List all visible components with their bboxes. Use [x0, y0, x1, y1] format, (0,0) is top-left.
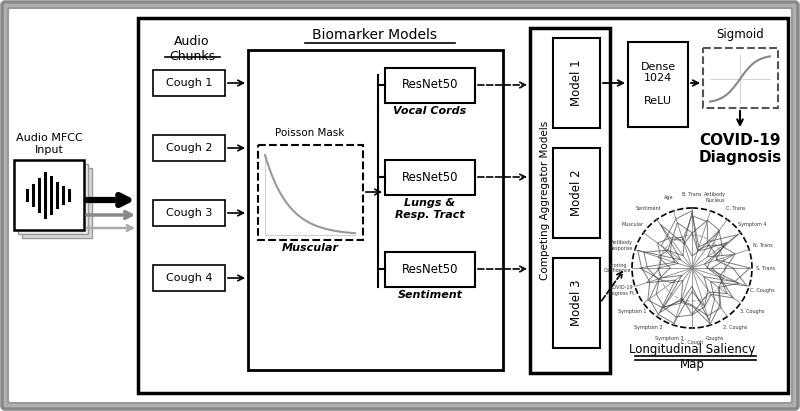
- Bar: [628, 42, 688, 127]
- Bar: [153, 70, 225, 96]
- Text: Longitudinal Saliency
Map: Longitudinal Saliency Map: [629, 343, 755, 371]
- Text: ResNet50: ResNet50: [402, 263, 458, 275]
- Text: Coughs: Coughs: [706, 336, 724, 341]
- Text: Muscular: Muscular: [621, 222, 643, 227]
- Bar: [18, 164, 88, 234]
- Text: Sentiment: Sentiment: [398, 290, 462, 300]
- Text: B. Trans: B. Trans: [682, 192, 702, 196]
- Text: C. Cough: C. Cough: [681, 339, 703, 344]
- Bar: [553, 258, 600, 348]
- Text: Competing Aggregator Models: Competing Aggregator Models: [540, 120, 550, 279]
- Text: Cough 4: Cough 4: [166, 273, 212, 283]
- Text: Poisson Mask: Poisson Mask: [275, 128, 345, 138]
- Text: Audio MFCC
Input: Audio MFCC Input: [16, 134, 82, 155]
- Bar: [385, 160, 475, 195]
- Text: Model 1: Model 1: [570, 60, 582, 106]
- Text: COVID-19
Progress Ft.: COVID-19 Progress Ft.: [607, 286, 636, 296]
- Text: Sigmoid: Sigmoid: [716, 28, 764, 41]
- Bar: [153, 135, 225, 161]
- Text: Antibody
Nucleus: Antibody Nucleus: [704, 192, 726, 203]
- Bar: [138, 18, 788, 393]
- Bar: [22, 168, 92, 238]
- Text: Model 2: Model 2: [570, 170, 582, 216]
- Bar: [153, 200, 225, 226]
- Text: 3. Coughs: 3. Coughs: [740, 309, 764, 314]
- Text: N. Trans: N. Trans: [753, 242, 772, 248]
- Bar: [703, 48, 778, 108]
- Text: Age: Age: [664, 195, 674, 200]
- Text: Cough 2: Cough 2: [166, 143, 212, 153]
- Text: Muscular: Muscular: [282, 243, 338, 253]
- Text: Scoring
Confidence: Scoring Confidence: [604, 263, 632, 273]
- Bar: [14, 160, 84, 230]
- Bar: [553, 148, 600, 238]
- Bar: [530, 28, 610, 373]
- Bar: [553, 38, 600, 128]
- Text: Antibody
Response: Antibody Response: [610, 240, 634, 251]
- Text: Cough 1: Cough 1: [166, 78, 212, 88]
- Text: ResNet50: ResNet50: [402, 79, 458, 92]
- Text: Symptom 1: Symptom 1: [618, 309, 646, 314]
- Text: Lungs &
Resp. Tract: Lungs & Resp. Tract: [395, 198, 465, 219]
- Bar: [248, 50, 503, 370]
- Text: Symptom 2: Symptom 2: [634, 326, 662, 330]
- Text: Cough 3: Cough 3: [166, 208, 212, 218]
- Text: Audio
Chunks: Audio Chunks: [169, 35, 215, 63]
- Text: Model 3: Model 3: [570, 280, 582, 326]
- Text: Symptom 3: Symptom 3: [655, 336, 683, 341]
- Text: C. Coughs: C. Coughs: [750, 289, 774, 293]
- Text: 2. Coughs: 2. Coughs: [723, 326, 748, 330]
- Text: Symptom 4: Symptom 4: [738, 222, 766, 227]
- Text: Dense
1024

ReLU: Dense 1024 ReLU: [641, 62, 675, 106]
- FancyBboxPatch shape: [8, 8, 792, 403]
- Text: S. Trans: S. Trans: [757, 266, 775, 270]
- Text: COVID-19
Diagnosis: COVID-19 Diagnosis: [698, 133, 782, 165]
- Bar: [385, 252, 475, 287]
- Bar: [258, 145, 363, 240]
- Bar: [153, 265, 225, 291]
- Text: Biomarker Models: Biomarker Models: [313, 28, 438, 42]
- Bar: [385, 68, 475, 103]
- Text: Vocal Cords: Vocal Cords: [394, 106, 466, 116]
- Text: ResNet50: ResNet50: [402, 171, 458, 183]
- Text: C. Trans: C. Trans: [726, 206, 745, 210]
- Text: Sentiment: Sentiment: [636, 206, 662, 210]
